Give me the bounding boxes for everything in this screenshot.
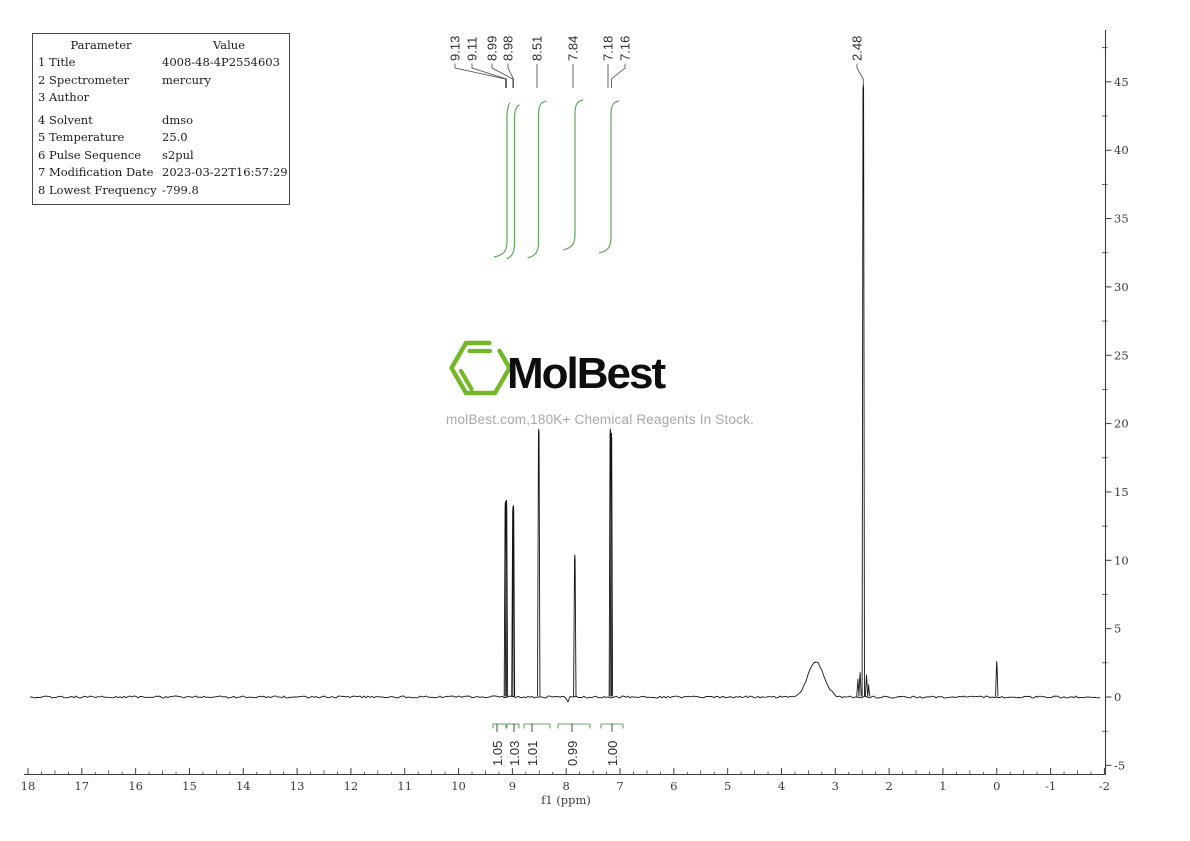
tick-label: 0 [1114,690,1121,704]
tick-label: -5 [1114,758,1125,772]
molbest-hexagon-logo-icon [449,340,512,396]
param-name: 1 Title [38,55,76,69]
table-row: 5 Temperature 25.0 [33,129,289,147]
tick-label: 45 [1114,75,1129,89]
table-row: 8 Lowest Frequency -799.8 [33,182,289,200]
tick-label: 4 [778,779,785,793]
integral-region: 1.05 1.03 1.01 0.99 1.00 [490,723,624,766]
tick-label: 11 [397,779,412,793]
table-row: 1 Title 4008-48-4P2554603 [33,54,289,72]
tick-label: 9 [509,779,516,793]
tick-label: 10 [1114,553,1129,567]
molbest-tagline: molBest.com,180K+ Chemical Reagents In S… [446,412,755,427]
molbest-logo-text: MolBest [507,349,666,398]
peak-label: 2.48 [850,36,865,61]
table-row: 6 Pulse Sequence s2pul [33,147,289,165]
tick-label: 8 [563,779,570,793]
param-name: 6 Pulse Sequence [38,147,142,162]
tick-label: 35 [1114,212,1129,226]
tick-label: 2 [885,779,892,793]
x-axis: 18 17 16 15 14 13 12 11 10 9 8 7 6 5 4 3 2 1 0 -1 -2f1 (ppm) [21,768,1110,807]
param-value: dmso [162,112,194,127]
param-name: 5 Temperature [38,130,125,144]
param-value: 2023-03-22T16:57:29 [162,165,288,179]
parameter-table-rows: 1 Title 4008-48-4P2554603 2 Spectrometer me… [33,54,289,199]
param-name: 2 Spectrometer [38,72,130,87]
tick-label: -1 [1045,779,1056,793]
tick-label: 18 [21,779,36,793]
param-name: 7 Modification Date [38,165,154,179]
tick-label: 40 [1114,143,1129,157]
table-row: 3 Author [33,89,289,107]
param-column-header: Parameter [70,38,132,52]
x-axis-label: f1 (ppm) [541,793,591,807]
parameter-table-header: Parameter Value [33,36,289,54]
table-row: 7 Modification Date 2023-03-22T16:57:29 [33,164,289,182]
param-name: 4 Solvent [38,112,93,127]
tick-label: 3 [832,779,839,793]
integral-label: 0.99 [565,741,580,766]
tick-label: 0 [993,779,1000,793]
tick-label: 13 [290,779,305,793]
param-value: 25.0 [162,130,188,144]
parameter-table: Parameter Value 1 Title 4008-48-4P2554603… [32,33,290,205]
tick-label: 20 [1114,417,1129,431]
tick-label: -2 [1099,779,1110,793]
integral-label: 1.05 [490,741,505,766]
y-axis: 45 40 35 30 25 20 15 10 5 0 -5 [1102,30,1129,775]
table-row: 2 Spectrometer mercury [33,72,289,90]
tick-label: 12 [344,779,359,793]
tick-label: 30 [1114,280,1129,294]
value-column-header: Value [213,38,245,52]
param-value: s2pul [162,147,194,162]
param-value: mercury [162,72,212,87]
param-name: 8 Lowest Frequency [38,182,157,197]
param-name: 3 Author [38,90,90,104]
tick-label: 10 [451,779,466,793]
tick-label: 5 [1114,622,1121,636]
param-value: -799.8 [162,182,199,197]
tick-label: 6 [670,779,677,793]
tick-label: 16 [128,779,143,793]
peak-labels: 9.13 9.11 8.99 8.98 8.51 7.84 7.18 7.16 2.48 [448,36,865,88]
tick-label: 25 [1114,348,1129,362]
peak-label: 9.11 [465,37,480,61]
integral-label: 1.03 [507,741,522,766]
peak-label: 8.98 [501,36,516,61]
tick-label: 15 [182,779,197,793]
peak-label: 9.13 [448,36,463,61]
peak-label: 7.18 [601,36,616,61]
tick-label: 1 [939,779,946,793]
peak-label: 7.16 [618,36,633,61]
tick-label: 17 [74,779,89,793]
peak-label: 7.84 [566,36,581,61]
peak-label: 8.51 [530,36,545,61]
table-row: 4 Solvent dmso [33,112,289,130]
tick-label: 7 [616,779,623,793]
tick-label: 14 [236,779,251,793]
integral-label: 1.00 [605,741,620,766]
peak-label: 8.99 [485,36,500,61]
param-value: 4008-48-4P2554603 [162,55,280,69]
integral-curves [493,99,620,260]
tick-label: 15 [1114,485,1129,499]
spectrum-trace [29,84,1101,703]
tick-label: 5 [724,779,731,793]
integral-label: 1.01 [525,741,540,766]
